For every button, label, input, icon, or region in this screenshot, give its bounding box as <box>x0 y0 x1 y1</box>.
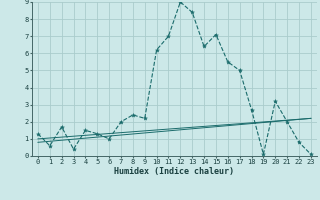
X-axis label: Humidex (Indice chaleur): Humidex (Indice chaleur) <box>115 167 234 176</box>
